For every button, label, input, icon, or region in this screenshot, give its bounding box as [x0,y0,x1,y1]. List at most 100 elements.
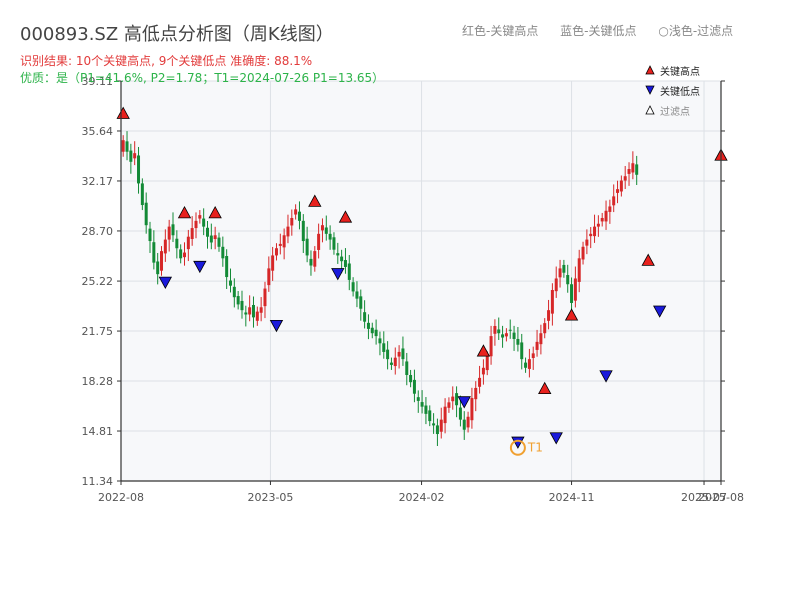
candle-body [351,282,355,292]
candle-body [539,333,543,345]
y-tick-label: 39.11 [82,75,114,88]
candle-body [600,217,604,222]
candle-body [305,238,309,256]
candle-body [435,425,439,435]
candle-body [301,220,305,242]
candle-body [635,164,639,175]
candle-body [343,260,347,267]
candle-body [163,239,167,254]
candle-body [240,300,244,311]
candle-body [202,218,206,227]
candle-body [205,227,209,237]
candle-body [596,223,600,227]
candle-body [209,235,213,243]
y-tick-label: 11.34 [82,475,114,488]
key-high-marker [308,194,322,207]
key-low-marker [549,432,563,445]
candle-body [347,263,351,280]
t1-label: T1 [527,441,543,455]
candle-body [309,258,313,266]
candle-body [366,322,370,329]
candle-body [604,210,608,222]
candle-body [378,338,382,344]
candle-body [412,379,416,394]
candle-body [271,255,275,271]
candle-body [405,361,409,375]
candle-body [194,220,198,229]
candle-body [558,268,562,278]
candle-body [520,342,524,360]
candle-body [393,357,397,367]
candle-body [589,233,593,237]
candle-body [458,407,462,420]
key-low-marker [158,276,173,289]
candle-body [267,268,271,286]
candles-layer [121,131,639,446]
candle-body [504,333,508,337]
candle-body [156,261,160,275]
candle-body [251,304,255,318]
candle-body [324,227,328,234]
candle-body [485,356,489,371]
candle-body [497,329,501,334]
candle-body [236,296,240,305]
candle-body [478,377,482,387]
marker-legend: 关键高点 关键低点 过滤点 [645,65,700,118]
x-tick-label: 2023-05 [247,491,293,504]
candle-body [129,150,133,162]
candle-body [547,310,551,321]
candle-body [397,351,401,357]
candle-body [232,286,236,298]
candle-body [290,217,294,226]
candle-body [248,307,252,315]
legend-high-label: 关键高点 [660,65,700,78]
candle-body [259,307,263,313]
candle-body [570,284,574,303]
candle-body [370,327,374,334]
candle-body [359,296,363,309]
candle-body [144,202,148,226]
candle-body [198,215,202,219]
candle-body [386,349,390,360]
y-tick-label: 21.75 [82,325,114,338]
candle-body [221,246,225,259]
candle-body [627,169,631,174]
candle-body [213,235,217,240]
key-low-marker [457,396,471,409]
legend-blue-text: 蓝色-关键低点 [560,24,637,38]
x-tick-label: 2025-08 [698,491,744,504]
y-tick-label: 28.70 [82,225,114,238]
axes-layer: 11.34 14.81 18.28 21.75 25.22 28.70 32.17 35.64… [82,75,744,504]
legend-high-icon [645,65,655,75]
key-high-marker [538,381,552,394]
x-tick-label: 2022-08 [98,491,144,504]
y-tick-label: 14.81 [82,425,114,438]
candle-body [363,312,367,322]
candle-body [140,183,144,206]
y-tick-label: 35.64 [82,125,114,138]
candle-body [512,332,516,339]
candle-body [612,196,616,206]
key-high-marker [116,106,130,119]
candle-body [286,226,290,237]
candle-body [432,423,436,426]
candle-body [175,238,179,249]
candle-body [401,348,405,360]
key-low-marker [193,260,207,274]
candle-body [263,288,267,307]
candle-body [332,237,336,250]
candle-body [462,419,466,430]
candle-body [121,140,125,152]
candle-body [244,312,248,315]
candle-body [593,226,597,237]
x-tick-label: 2025-07 [681,491,727,504]
candle-body [455,393,459,406]
candle-body [409,374,413,383]
legend-low-icon [645,85,655,95]
candle-body [297,211,301,221]
legend-filtered-icon [645,105,655,115]
candle-body [474,387,478,400]
candle-body [420,402,424,407]
candle-body [160,251,164,271]
